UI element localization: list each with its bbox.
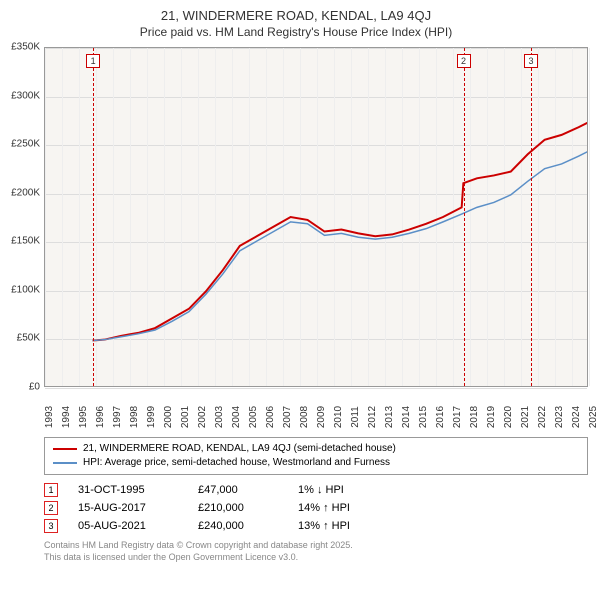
- sale-diff: 1% ↓ HPI: [298, 484, 398, 496]
- x-tick-label: 2018: [469, 406, 480, 428]
- x-tick-label: 2016: [435, 406, 446, 428]
- x-tick-label: 2021: [520, 406, 531, 428]
- y-tick-label: £350K: [0, 42, 40, 53]
- sale-marker-line: [464, 48, 465, 386]
- x-tick-label: 2008: [299, 406, 310, 428]
- sale-marker-badge: 2: [457, 54, 471, 68]
- x-tick-label: 1999: [146, 406, 157, 428]
- y-tick-label: £300K: [0, 90, 40, 101]
- sale-date: 05-AUG-2021: [78, 520, 178, 532]
- x-tick-label: 2000: [163, 406, 174, 428]
- sale-row-marker: 2: [44, 501, 58, 515]
- x-tick-label: 2023: [554, 406, 565, 428]
- sale-date: 15-AUG-2017: [78, 502, 178, 514]
- sale-marker-badge: 1: [86, 54, 100, 68]
- series-line: [92, 120, 587, 340]
- x-tick-label: 2015: [418, 406, 429, 428]
- x-tick-label: 2005: [248, 406, 259, 428]
- x-tick-label: 2017: [452, 406, 463, 428]
- x-tick-label: 1996: [95, 406, 106, 428]
- x-tick-label: 2004: [231, 406, 242, 428]
- legend-label: 21, WINDERMERE ROAD, KENDAL, LA9 4QJ (se…: [83, 442, 396, 456]
- sale-row: 3 05-AUG-2021 £240,000 13% ↑ HPI: [44, 519, 592, 533]
- legend-row: 21, WINDERMERE ROAD, KENDAL, LA9 4QJ (se…: [53, 442, 579, 456]
- x-tick-label: 2002: [197, 406, 208, 428]
- x-tick-label: 2013: [384, 406, 395, 428]
- y-tick-label: £50K: [0, 333, 40, 344]
- x-tick-label: 2019: [486, 406, 497, 428]
- series-line: [92, 149, 587, 340]
- attribution-line1: Contains HM Land Registry data © Crown c…: [44, 539, 592, 551]
- legend-swatch: [53, 448, 77, 450]
- x-tick-label: 1995: [78, 406, 89, 428]
- sale-row: 1 31-OCT-1995 £47,000 1% ↓ HPI: [44, 483, 592, 497]
- grid-line-v: [589, 48, 590, 386]
- sale-price: £240,000: [198, 520, 278, 532]
- chart-container: 21, WINDERMERE ROAD, KENDAL, LA9 4QJ Pri…: [0, 0, 600, 590]
- x-tick-label: 2006: [265, 406, 276, 428]
- x-tick-label: 2001: [180, 406, 191, 428]
- x-tick-label: 2011: [350, 406, 361, 428]
- legend: 21, WINDERMERE ROAD, KENDAL, LA9 4QJ (se…: [44, 437, 588, 475]
- y-tick-label: £100K: [0, 284, 40, 295]
- x-tick-label: 2003: [214, 406, 225, 428]
- x-tick-label: 2012: [367, 406, 378, 428]
- sale-marker-line: [93, 48, 94, 386]
- plot-region: 1 2 3: [44, 47, 588, 387]
- attribution: Contains HM Land Registry data © Crown c…: [44, 539, 592, 563]
- legend-row: HPI: Average price, semi-detached house,…: [53, 456, 579, 470]
- x-tick-label: 1993: [44, 406, 55, 428]
- sale-price: £210,000: [198, 502, 278, 514]
- attribution-line2: This data is licensed under the Open Gov…: [44, 551, 592, 563]
- sale-diff: 14% ↑ HPI: [298, 502, 398, 514]
- y-tick-label: £150K: [0, 236, 40, 247]
- x-tick-label: 2020: [503, 406, 514, 428]
- x-tick-label: 1998: [129, 406, 140, 428]
- x-tick-label: 2009: [316, 406, 327, 428]
- x-tick-label: 1997: [112, 406, 123, 428]
- y-tick-label: £0: [0, 382, 40, 393]
- y-tick-label: £200K: [0, 187, 40, 198]
- sales-table: 1 31-OCT-1995 £47,000 1% ↓ HPI 2 15-AUG-2017 £…: [44, 483, 592, 533]
- legend-label: HPI: Average price, semi-detached house,…: [83, 456, 390, 470]
- chart-subtitle: Price paid vs. HM Land Registry's House …: [0, 25, 592, 39]
- grid-line-h: [45, 388, 587, 389]
- y-tick-label: £250K: [0, 139, 40, 150]
- sale-marker-badge: 3: [524, 54, 538, 68]
- sale-price: £47,000: [198, 484, 278, 496]
- chart-titles: 21, WINDERMERE ROAD, KENDAL, LA9 4QJ Pri…: [0, 8, 592, 39]
- chart-title: 21, WINDERMERE ROAD, KENDAL, LA9 4QJ: [0, 8, 592, 23]
- chart-area: 1 2 3 £0 £50K £100K £150K £200K £250K £300K £350K…: [0, 43, 592, 431]
- sale-date: 31-OCT-1995: [78, 484, 178, 496]
- x-tick-label: 2007: [282, 406, 293, 428]
- sale-marker-line: [531, 48, 532, 386]
- x-tick-label: 2022: [537, 406, 548, 428]
- sale-row-marker: 1: [44, 483, 58, 497]
- x-tick-label: 2024: [571, 406, 582, 428]
- x-tick-label: 1994: [61, 406, 72, 428]
- sale-diff: 13% ↑ HPI: [298, 520, 398, 532]
- x-tick-label: 2014: [401, 406, 412, 428]
- line-series-svg: [45, 48, 587, 386]
- x-tick-label: 2025: [588, 406, 599, 428]
- sale-row: 2 15-AUG-2017 £210,000 14% ↑ HPI: [44, 501, 592, 515]
- x-tick-label: 2010: [333, 406, 344, 428]
- sale-row-marker: 3: [44, 519, 58, 533]
- legend-swatch: [53, 462, 77, 464]
